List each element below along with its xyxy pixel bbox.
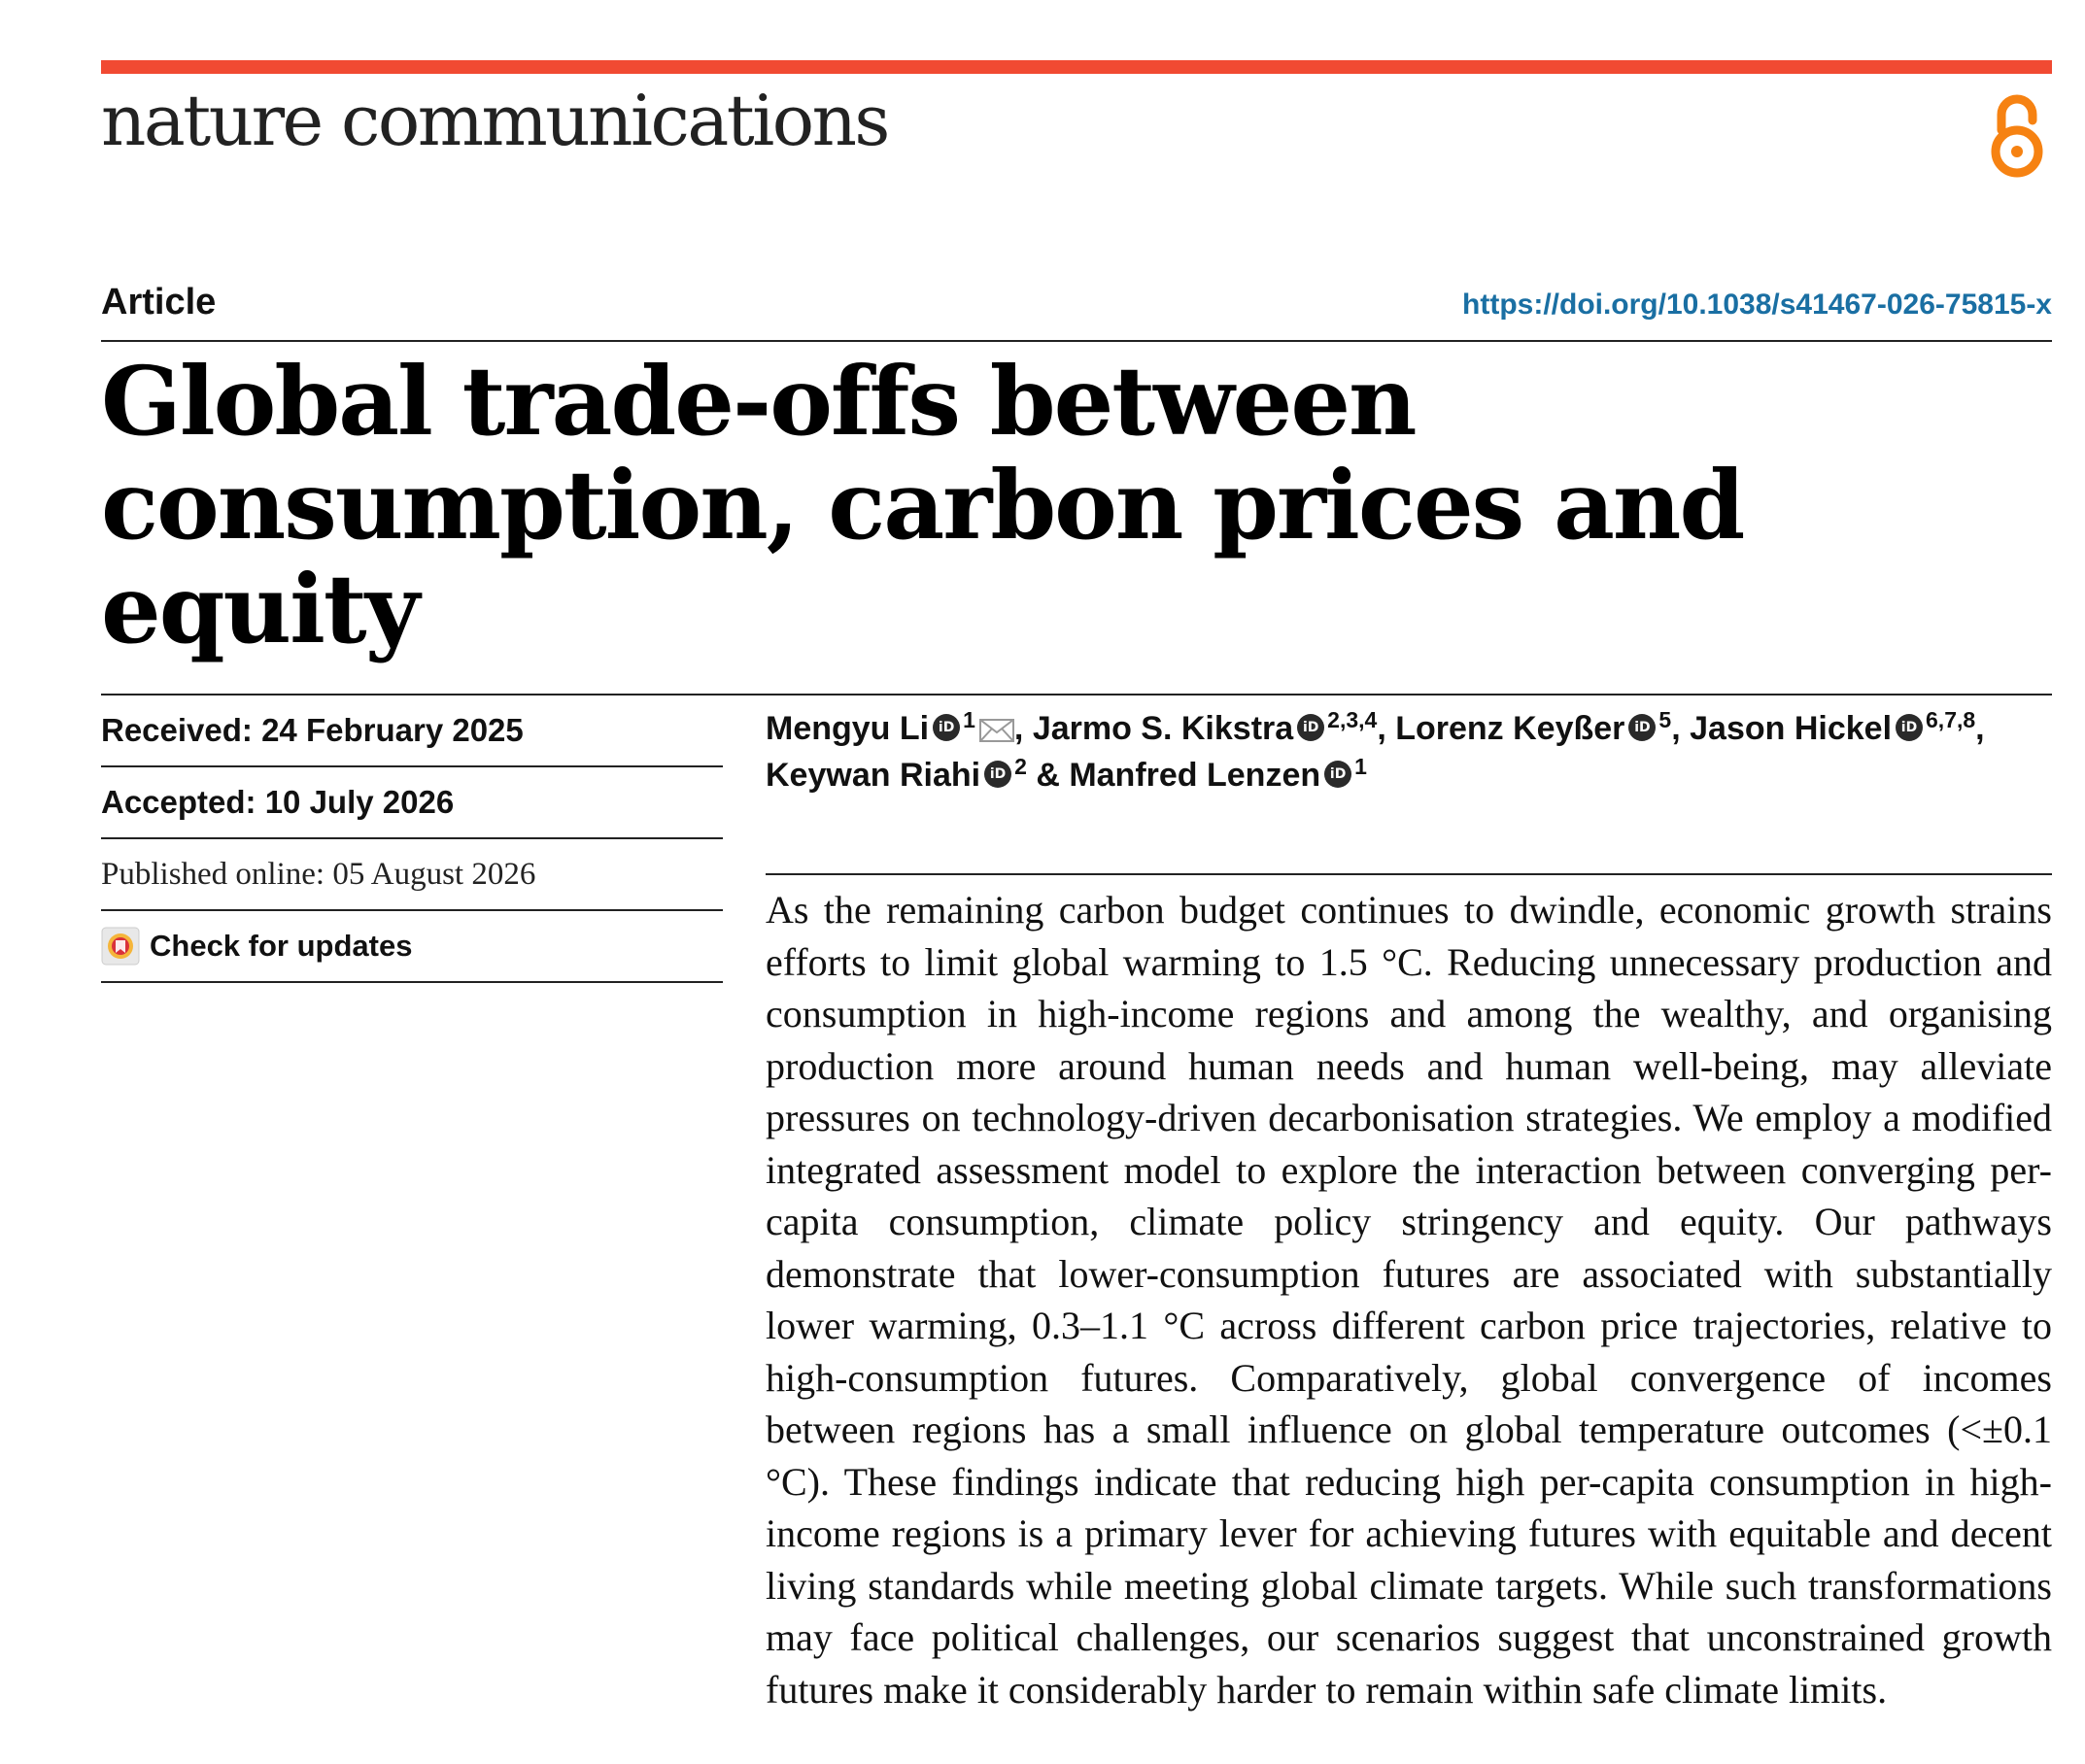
author-item: Mengyu Li iD 1,: [766, 706, 1024, 747]
article-type-label: Article: [101, 282, 217, 322]
journal-accent-bar: [101, 60, 2052, 74]
orcid-icon[interactable]: iD: [1297, 714, 1325, 742]
published-date: Published online: 05 August 2026: [101, 839, 723, 911]
author-affiliations: 2: [1014, 753, 1027, 779]
author-affiliations: 1: [1354, 753, 1367, 779]
article-title: Global trade-offs between consumption, c…: [101, 346, 1745, 664]
author-affiliations: 6,7,8: [1926, 706, 1976, 732]
author-item: Manfred Lenzen iD 1: [1069, 753, 1367, 794]
open-access-lock-icon: [1991, 94, 2043, 178]
check-updates-label: Check for updates: [150, 929, 413, 963]
author-name[interactable]: Manfred Lenzen: [1069, 757, 1321, 794]
abstract-divider: [766, 873, 2052, 875]
orcid-icon[interactable]: iD: [1896, 714, 1924, 742]
received-date: Received: 24 February 2025: [101, 695, 723, 767]
author-item: Lorenz Keyßer iD 5,: [1395, 706, 1681, 747]
author-affiliations: 5: [1658, 706, 1672, 732]
doi-link[interactable]: https://doi.org/10.1038/s41467-026-75815…: [1462, 288, 2052, 321]
author-name[interactable]: Mengyu Li: [766, 710, 930, 747]
accepted-date: Accepted: 10 July 2026: [101, 767, 723, 839]
journal-name[interactable]: nature communications: [101, 80, 890, 161]
author-affiliations: 1: [963, 706, 975, 732]
author-name[interactable]: Lorenz Keyßer: [1395, 710, 1625, 747]
orcid-icon[interactable]: iD: [1628, 714, 1657, 742]
title-divider: [101, 340, 2052, 342]
article-dates-panel: Received: 24 February 2025 Accepted: 10 …: [101, 695, 723, 983]
section-divider: [101, 694, 2052, 695]
author-affiliations: 2,3,4: [1327, 706, 1378, 732]
orcid-icon[interactable]: iD: [984, 761, 1012, 789]
orcid-icon[interactable]: iD: [933, 714, 961, 742]
check-for-updates-button[interactable]: Check for updates: [101, 911, 723, 983]
check-updates-icon: [101, 927, 140, 966]
author-name[interactable]: Keywan Riahi: [766, 757, 981, 794]
abstract-text: As the remaining carbon budget continues…: [766, 888, 2052, 1712]
email-icon[interactable]: [978, 719, 1014, 743]
author-name[interactable]: Jason Hickel: [1690, 710, 1893, 747]
author-item: Jarmo S. Kikstra iD 2,3,4,: [1032, 706, 1386, 747]
author-list: Mengyu Li iD 1, Jarmo S. Kikstra iD 2,3,4, L…: [766, 706, 1985, 794]
author-item: Jason Hickel iD 6,7,8,: [1690, 706, 1985, 747]
author-name[interactable]: Jarmo S. Kikstra: [1032, 710, 1294, 747]
orcid-icon[interactable]: iD: [1324, 761, 1352, 789]
author-item: Keywan Riahi iD 2: [766, 753, 1027, 794]
